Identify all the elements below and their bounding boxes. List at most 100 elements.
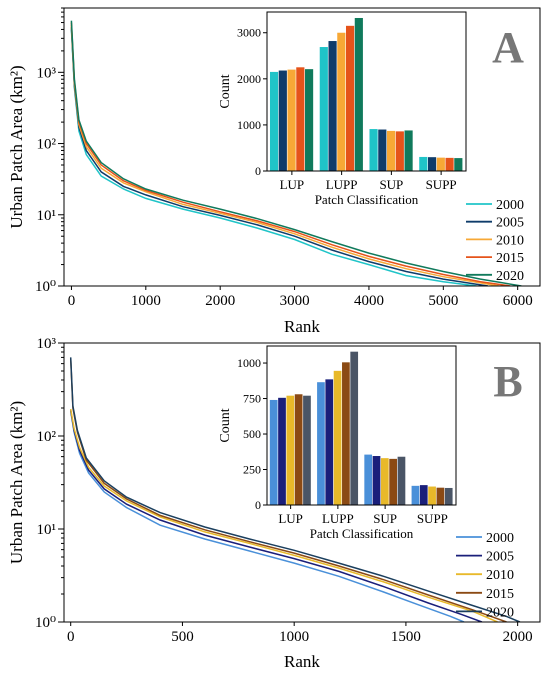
y-tick-label: 10¹ bbox=[37, 522, 57, 538]
inset-bar-lup-2005 bbox=[278, 397, 286, 505]
y-tick-label: 10³ bbox=[37, 336, 57, 352]
panel-label: A bbox=[492, 23, 524, 72]
legend-label-2000: 2000 bbox=[486, 531, 514, 546]
inset-y-tick-label: 3000 bbox=[237, 26, 261, 40]
series-line-2000 bbox=[69, 411, 465, 622]
inset-bar-lupp-2015 bbox=[342, 362, 350, 505]
inset-y-tick-label: 1000 bbox=[237, 356, 261, 370]
inset-bar-supp-2010 bbox=[428, 486, 436, 505]
inset-bar-sup-2010 bbox=[386, 130, 396, 171]
inset-bar-lup-2010 bbox=[286, 395, 295, 505]
plot-frame bbox=[63, 342, 541, 623]
inset-category-label: SUP bbox=[379, 177, 403, 192]
inset-bar-sup-2010 bbox=[380, 458, 389, 505]
inset-bar-supp-2000 bbox=[411, 485, 420, 505]
x-axis-label: Rank bbox=[284, 317, 320, 336]
inset-bar-sup-2020 bbox=[404, 130, 413, 171]
inset-bar-lupp-2020 bbox=[350, 351, 359, 505]
inset-bar-lupp-2015 bbox=[346, 25, 355, 172]
inset-bar-sup-2005 bbox=[372, 456, 381, 505]
inset-y-axis-label: Count bbox=[218, 74, 233, 108]
inset-bar-lupp-2000 bbox=[319, 47, 328, 171]
x-tick-label: 1500 bbox=[391, 629, 421, 645]
inset-category-label: LUPP bbox=[326, 177, 358, 192]
x-axis-label: Rank bbox=[284, 652, 320, 671]
inset-category-label: LUPP bbox=[322, 511, 354, 526]
inset-bar-lupp-2005 bbox=[325, 379, 334, 505]
y-tick-label: 10⁰ bbox=[35, 615, 56, 631]
inset-frame bbox=[266, 345, 457, 506]
series-line-2000 bbox=[70, 29, 477, 286]
legend-label-2020: 2020 bbox=[496, 269, 524, 284]
legend-label-2010: 2010 bbox=[496, 233, 524, 248]
x-tick-label: 500 bbox=[171, 629, 194, 645]
legend-label-2020: 2020 bbox=[486, 605, 514, 620]
panel-a: 0 1000 2000 3000 4000 5000 6000 10⁰ 10¹ 10² 10³ Ran… bbox=[7, 7, 541, 336]
inset-frame bbox=[266, 11, 467, 172]
inset-y-tick-label: 750 bbox=[243, 392, 261, 406]
x-tick-label: 4000 bbox=[354, 293, 384, 309]
inset-bar-supp-2015 bbox=[445, 157, 454, 171]
inset-bar-lup-2020 bbox=[305, 69, 314, 171]
inset-bar-sup-2020 bbox=[397, 456, 406, 505]
inset-bar-supp-2005 bbox=[419, 485, 428, 505]
series-lines bbox=[70, 20, 522, 286]
series-line-2020 bbox=[69, 357, 521, 622]
x-tick-label: 2000 bbox=[503, 629, 533, 645]
y-tick-label: 10³ bbox=[37, 65, 57, 81]
inset-category-label: SUPP bbox=[417, 511, 448, 526]
series-line-2005 bbox=[69, 409, 483, 622]
x-tick-label: 0 bbox=[68, 293, 76, 309]
inset-bar-sup-2015 bbox=[395, 131, 404, 171]
x-tick-label: 2000 bbox=[205, 293, 235, 309]
inset-bar-lupp-2005 bbox=[328, 41, 337, 171]
y-tick-label: 10² bbox=[37, 137, 57, 153]
series-line-2020 bbox=[70, 20, 522, 286]
inset-category-label: LUP bbox=[280, 177, 305, 192]
y-tick-label: 10² bbox=[37, 429, 57, 445]
y-tick-label: 10⁰ bbox=[35, 279, 56, 295]
inset-bar-supp-2020 bbox=[444, 487, 453, 505]
inset-bar-lupp-2010 bbox=[333, 370, 342, 505]
inset-y-tick-label: 1000 bbox=[237, 118, 261, 132]
inset-bar-supp-2000 bbox=[419, 156, 428, 171]
x-tick-label: 5000 bbox=[428, 293, 458, 309]
legend-label-2000: 2000 bbox=[496, 198, 524, 213]
inset-bar-lup-2020 bbox=[303, 395, 311, 505]
x-tick-label: 1000 bbox=[279, 629, 309, 645]
inset-bar-lupp-2000 bbox=[317, 382, 325, 505]
y-axis-label: Urban Patch Area (km²) bbox=[7, 65, 26, 228]
legend-label-2005: 2005 bbox=[496, 216, 524, 231]
inset-bar-lup-2000 bbox=[269, 71, 279, 171]
y-axis-label: Urban Patch Area (km²) bbox=[7, 401, 26, 564]
inset-bar-lup-2015 bbox=[296, 67, 305, 171]
legend-label-2015: 2015 bbox=[496, 251, 524, 266]
inset-bar-lup-2005 bbox=[278, 70, 287, 171]
inset-bar-supp-2020 bbox=[454, 158, 463, 171]
inset-category-label: SUP bbox=[373, 511, 397, 526]
y-tick-label: 10¹ bbox=[37, 208, 57, 224]
inset-bar-lup-2010 bbox=[287, 69, 296, 171]
inset-bar-chart: LUP LUPP SUP SUPP 0 250 500 750 1000 Patch Classi… bbox=[218, 345, 457, 541]
inset-bar-sup-2000 bbox=[364, 454, 373, 505]
x-tick-label: 6000 bbox=[503, 293, 533, 309]
inset-bar-sup-2005 bbox=[378, 129, 387, 171]
x-tick-label: 0 bbox=[67, 629, 75, 645]
inset-bar-sup-2015 bbox=[389, 458, 397, 505]
inset-y-tick-label: 0 bbox=[255, 164, 261, 178]
inset-bar-lupp-2020 bbox=[354, 17, 363, 172]
series-line-2010 bbox=[70, 25, 500, 286]
inset-category-label: SUPP bbox=[426, 177, 457, 192]
panel-label: B bbox=[493, 357, 522, 406]
x-tick-label: 1000 bbox=[131, 293, 161, 309]
inset-bar-sup-2000 bbox=[369, 129, 378, 171]
inset-bar-chart: LUP LUPP SUP SUPP 0 1000 2000 3000 Patch Classif… bbox=[218, 11, 467, 207]
series-line-2010 bbox=[69, 408, 498, 622]
inset-x-axis-label: Patch Classification bbox=[315, 192, 419, 207]
inset-y-tick-label: 0 bbox=[255, 498, 261, 512]
inset-bar-lupp-2010 bbox=[337, 32, 346, 171]
legend-label-2005: 2005 bbox=[486, 550, 514, 565]
inset-y-tick-label: 250 bbox=[243, 463, 261, 477]
inset-bar-supp-2015 bbox=[436, 487, 445, 505]
